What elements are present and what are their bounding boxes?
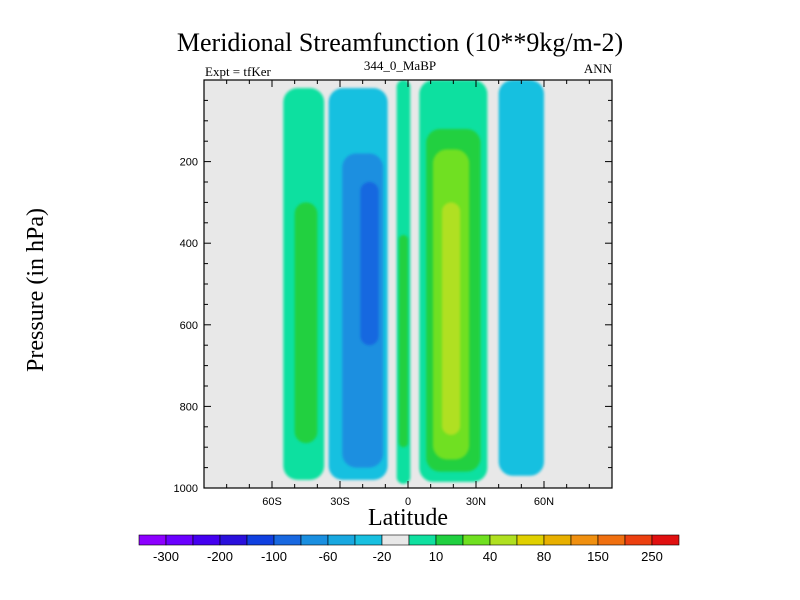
colorbar-box (597, 534, 626, 546)
y-tick-label: 600 (180, 320, 198, 332)
colorbar-box (624, 534, 653, 546)
contour-cell-11 (498, 80, 544, 476)
y-tick-label: 800 (180, 401, 198, 413)
x-tick-label: 30S (330, 496, 350, 508)
colorbar-label: 40 (483, 549, 497, 564)
colorbar-box (300, 534, 329, 546)
x-tick-label: 0 (405, 496, 411, 508)
colorbar-box (570, 534, 599, 546)
experiment-label: Expt = tfKer (205, 64, 271, 79)
colorbar-label: -20 (373, 549, 392, 564)
colorbar-box (192, 534, 221, 546)
chart-title: Meridional Streamfunction (10**9kg/m-2) (176, 28, 624, 57)
colorbar-box (327, 534, 356, 546)
colorbar-label: -60 (319, 549, 338, 564)
x-tick-label: 30N (466, 496, 486, 508)
contour-cell-10 (442, 202, 461, 435)
y-tick-label: 1000 (174, 483, 198, 495)
x-tick-label: 60S (262, 496, 282, 508)
x-axis-label: Latitude (368, 505, 448, 531)
colorbar-box (354, 534, 383, 546)
season-label: ANN (583, 61, 612, 76)
colorbar-label: -100 (261, 549, 287, 564)
colorbar-label: -200 (207, 549, 233, 564)
y-tick-label: 200 (180, 157, 198, 169)
colorbar-box (219, 534, 248, 546)
colorbar-label: 10 (429, 549, 443, 564)
colorbar-label: 250 (641, 549, 663, 564)
colorbar-label: 80 (537, 549, 551, 564)
contour-cell-4 (360, 182, 379, 346)
x-tick-label: 60N (534, 496, 554, 508)
colorbar-box (381, 534, 410, 546)
y-tick-label: 400 (180, 238, 198, 250)
colorbar-box (273, 534, 302, 546)
colorbar-box (138, 534, 167, 546)
colorbar-box (543, 534, 572, 546)
period-label: 344_0_MaBP (363, 58, 437, 73)
colorbar-box (435, 534, 464, 546)
colorbar-label: 150 (587, 549, 609, 564)
contour-cell-6 (398, 235, 408, 448)
colorbar-box (165, 534, 194, 546)
contour-cell-1 (294, 202, 318, 444)
colorbar-box (246, 534, 275, 546)
colorbar-box (408, 534, 437, 546)
colorbar-box (462, 534, 491, 546)
colorbar-box (651, 534, 680, 546)
colorbar-box (489, 534, 518, 546)
colorbar-box (516, 534, 545, 546)
colorbar-label: -300 (153, 549, 179, 564)
